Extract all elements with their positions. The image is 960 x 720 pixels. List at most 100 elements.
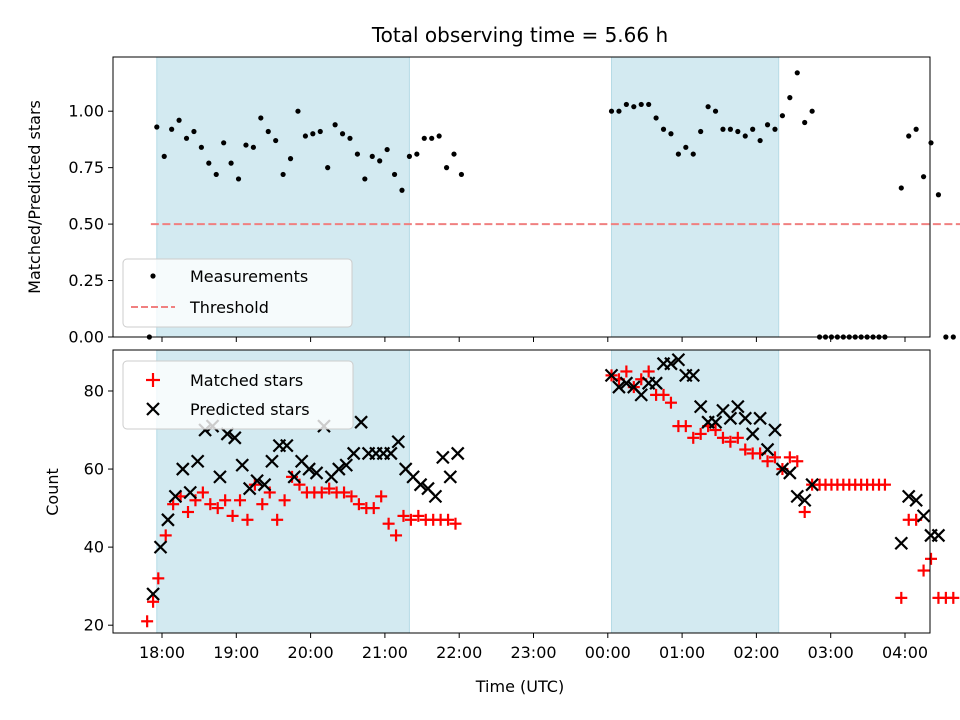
x-tick-label: 04:00: [882, 643, 928, 662]
matched-star-point: [724, 435, 737, 448]
x-tick-label: 21:00: [362, 643, 408, 662]
measurement-point: [705, 104, 711, 110]
predicted-star-point: [909, 493, 923, 508]
predicted-star-point: [354, 415, 368, 429]
measurement-point: [675, 151, 681, 157]
matched-star-point: [375, 490, 388, 503]
matched-star-point: [315, 486, 328, 499]
matched-star-point: [271, 513, 284, 526]
measurement-point: [616, 108, 622, 114]
predicted-star-point: [168, 489, 183, 504]
bottom-panel-xlabel: Time (UTC): [475, 677, 564, 696]
predicted-star-point: [190, 454, 205, 469]
measurement-point: [339, 131, 346, 137]
y-tick-label: 0.25: [68, 271, 104, 290]
predicted-star-point: [176, 462, 190, 476]
measurement-point: [920, 174, 927, 180]
measurement-point: [898, 185, 904, 191]
matched-star-point: [687, 431, 700, 444]
matched-star-point: [397, 509, 410, 522]
predicted-star-point: [612, 380, 626, 394]
measurement-point: [206, 160, 212, 166]
matched-star-point: [642, 365, 655, 378]
measurement-point: [646, 101, 652, 108]
matched-star-point: [152, 572, 165, 585]
predicted-star-point: [250, 473, 264, 488]
measurement-point: [779, 113, 786, 119]
matched-star-point: [895, 591, 908, 604]
measurement-point: [287, 156, 294, 162]
measurement-point: [906, 133, 912, 139]
bottom-panel-frame: [112, 349, 931, 634]
y-tick-label: 0.00: [68, 328, 104, 347]
matched-star-point: [382, 517, 395, 530]
legend-measurements-label: Measurements: [190, 267, 308, 286]
measurement-point: [683, 144, 689, 150]
predicted-star-point: [671, 352, 686, 367]
predicted-star-point: [161, 513, 175, 527]
measurement-point: [243, 142, 249, 148]
matched-star-point: [449, 517, 462, 530]
predicted-star-point: [332, 462, 346, 476]
measurement-point: [221, 140, 227, 146]
matched-star-point: [196, 486, 209, 499]
predicted-star-point: [391, 434, 406, 449]
top-legend-box: [122, 258, 353, 328]
measurement-point: [347, 135, 353, 141]
predicted-star-point: [265, 454, 279, 469]
matched-star-point: [219, 494, 232, 507]
measurement-point: [653, 115, 659, 121]
predicted-star-point: [760, 442, 775, 457]
bottom-panel: 20 40 60 80 18:00 19:00 20:00 21:00 22:00 23:00 00…: [43, 349, 960, 696]
matched-star-point: [141, 615, 154, 628]
measurement-point: [913, 126, 919, 132]
measurement-point: [764, 122, 771, 128]
predicted-star-point: [257, 477, 272, 492]
measurement-point: [458, 171, 465, 178]
measurement-point: [332, 122, 338, 128]
measurement-point: [265, 128, 271, 135]
matched-star-point: [390, 529, 403, 542]
measurement-point: [295, 108, 301, 114]
predicted-star-point: [280, 438, 294, 453]
predicted-star-point: [775, 462, 790, 476]
predicted-star-point: [901, 489, 916, 504]
measurement-point: [250, 144, 256, 150]
measurement-point: [391, 171, 398, 178]
matched-star-point: [404, 513, 417, 526]
predicted-star-point: [723, 411, 738, 426]
predicted-star-point: [287, 470, 302, 484]
predicted-star-point: [916, 509, 931, 523]
predicted-star-point: [931, 528, 946, 543]
matched-star-point: [731, 431, 744, 444]
measurement-point: [384, 146, 390, 153]
predicted-star-point: [797, 493, 812, 508]
measurement-point: [943, 334, 949, 340]
predicted-star-point: [783, 466, 797, 480]
x-tick-label: 18:00: [139, 643, 185, 662]
measurement-point: [794, 70, 800, 76]
predicted-star-point: [443, 470, 458, 484]
measurement-point: [310, 131, 316, 137]
matched-star-point: [768, 451, 781, 464]
legend-measurements-marker: [150, 273, 156, 279]
bottom-legend: Matched stars Predicted stars: [122, 360, 354, 430]
predicted-star-point: [450, 446, 465, 461]
predicted-star-point: [153, 540, 168, 554]
x-tick-label: 22:00: [436, 643, 482, 662]
top-panel-axes: 0.00 0.25 0.50 0.75 1.00: [68, 102, 906, 347]
legend-matched-marker: [146, 373, 160, 387]
matched-star-point: [182, 505, 195, 518]
measurement-point: [406, 153, 413, 159]
matched-star-point: [739, 443, 752, 456]
predicted-star-point: [604, 368, 619, 383]
matched-star-point: [664, 396, 677, 409]
matched-star-point: [367, 502, 380, 515]
y-tick-label: 40: [84, 538, 104, 557]
measurement-point: [362, 176, 368, 182]
predicted-star-point: [220, 427, 235, 441]
measurement-point: [712, 108, 719, 114]
matched-star-point: [791, 455, 804, 468]
predicted-star-point: [228, 431, 242, 445]
